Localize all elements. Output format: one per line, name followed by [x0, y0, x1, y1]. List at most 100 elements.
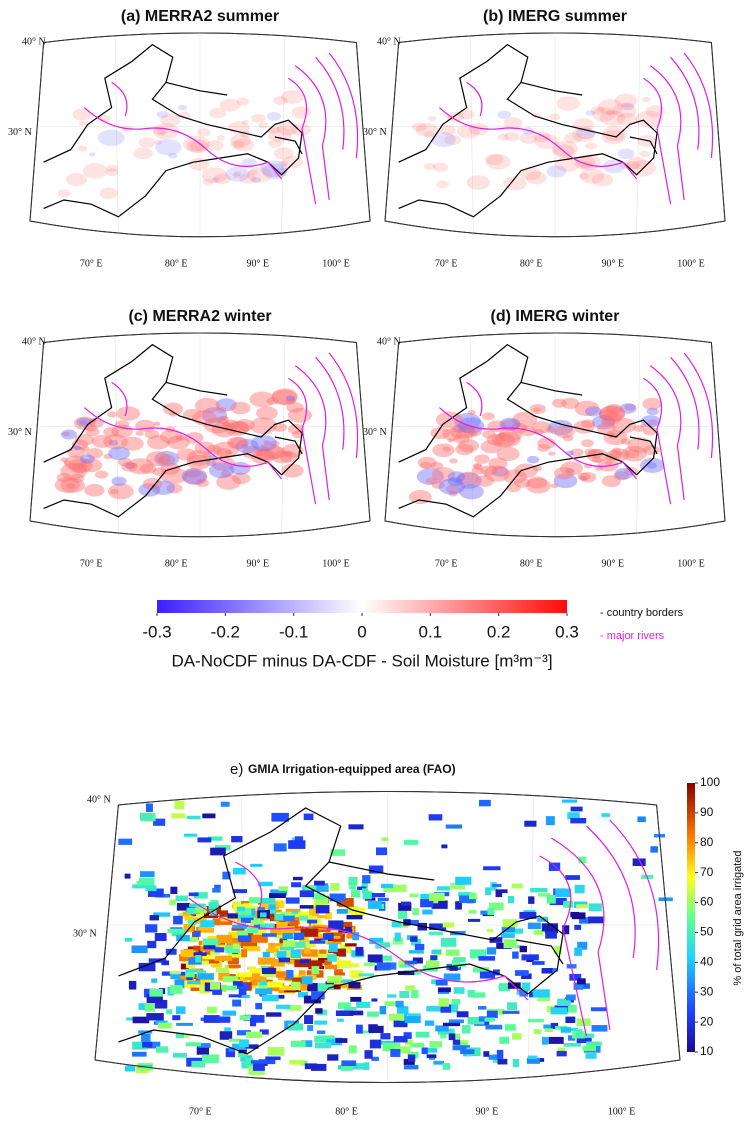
irrigation-pixel — [290, 1040, 306, 1047]
irrigation-pixel — [315, 1008, 323, 1014]
irrigation-pixel — [327, 976, 343, 981]
sm-difference — [260, 160, 288, 178]
irrigation-pixel — [398, 902, 412, 911]
irrigation-pixel — [442, 1022, 461, 1027]
irrigation-pixel — [299, 890, 314, 898]
sm-difference — [621, 445, 647, 462]
panel-title: (d) IMERG winter — [491, 308, 620, 325]
irrigation-pixel — [290, 949, 301, 959]
irrigation-pixel — [511, 1033, 522, 1040]
sm-difference — [447, 438, 455, 443]
sm-difference — [467, 427, 483, 437]
sm-difference — [639, 423, 647, 428]
irrigation-pixel — [319, 949, 327, 958]
sm-difference — [256, 406, 278, 420]
irrigation-pixel — [330, 883, 340, 891]
irrigation-pixel — [376, 962, 391, 971]
river — [84, 108, 281, 179]
sm-difference — [184, 432, 204, 444]
sm-difference — [60, 477, 86, 493]
sm-difference — [145, 451, 170, 467]
irrigation-pixel — [250, 1060, 264, 1064]
lat-label: 40° N — [377, 336, 401, 347]
irrigation-pixel — [231, 927, 245, 931]
sm-difference — [598, 409, 618, 421]
map-content — [392, 36, 718, 236]
sm-difference — [282, 450, 293, 457]
irrigation-pixel — [165, 948, 177, 955]
irrigation-pixel — [208, 909, 217, 916]
irrigation-pixel — [215, 967, 230, 973]
irrigation-pixel — [502, 1010, 520, 1014]
irrigation-pixel — [318, 953, 336, 959]
sm-difference — [70, 473, 85, 483]
irrigation-pixel — [586, 1041, 602, 1047]
irrigation-pixel — [325, 964, 338, 970]
irrigation-pixel — [546, 895, 556, 904]
sm-difference — [263, 440, 271, 445]
colorbar — [157, 600, 567, 613]
colorbar-tick-label: 80 — [700, 835, 714, 849]
irrigation-pixel — [214, 884, 221, 889]
lat-label: 40° N — [22, 336, 46, 347]
irrigation-pixel — [216, 1016, 231, 1023]
sm-difference — [121, 436, 144, 451]
irrigation-pixel — [239, 1015, 251, 1021]
sm-difference — [194, 397, 220, 414]
sm-difference — [449, 423, 475, 440]
irrigation-pixel — [431, 949, 442, 955]
sm-difference — [281, 90, 304, 104]
irrigation-pixel — [435, 1025, 449, 1032]
sm-difference — [233, 138, 255, 152]
irrigation-pixel — [340, 979, 354, 983]
lon-label: 80° E — [520, 558, 543, 569]
sm-difference — [453, 425, 466, 433]
irrigation-pixel — [590, 1007, 607, 1012]
irrigation-pixel — [495, 890, 503, 898]
irrigation-pixel — [224, 1027, 231, 1031]
irrigation-pixel — [352, 932, 360, 941]
sm-difference — [579, 168, 605, 184]
sm-difference — [88, 152, 96, 157]
irrigation-pixel — [249, 968, 267, 974]
irrigation-pixel — [216, 934, 232, 944]
irrigation-pixel — [512, 1058, 520, 1068]
irrigation-pixel — [239, 1039, 249, 1048]
sm-difference — [271, 388, 298, 405]
irrigation-pixel — [259, 980, 267, 986]
sm-difference — [183, 470, 208, 486]
sm-difference — [276, 122, 299, 136]
irrigation-pixel — [456, 1042, 468, 1046]
irrigation-pixel — [289, 1060, 304, 1065]
sm-difference — [287, 407, 313, 423]
irrigation-pixel — [305, 940, 316, 948]
sm-difference — [611, 417, 637, 434]
irrigation-pixel — [211, 944, 227, 949]
irrigation-pixel — [192, 917, 207, 924]
colorbar-tick-label: 0 — [357, 622, 366, 641]
irrigation-pixel — [225, 1048, 236, 1058]
irrigation-pixel — [521, 954, 539, 961]
irrigation-pixel — [299, 960, 310, 964]
sm-difference — [635, 110, 663, 128]
sm-difference — [552, 398, 567, 408]
sm-difference — [251, 176, 262, 184]
legend-item: - major rivers — [600, 630, 665, 642]
sm-difference — [181, 468, 208, 485]
irrigation-pixel — [405, 1039, 413, 1046]
irrigation-pixel — [361, 888, 369, 894]
sm-difference — [457, 109, 475, 120]
irrigation-pixel — [560, 1027, 572, 1033]
irrigation-pixel — [486, 1010, 498, 1019]
lon-label: 70° E — [80, 258, 103, 269]
irrigation-pixel — [193, 892, 208, 899]
sm-difference — [271, 389, 298, 406]
sm-difference — [249, 391, 275, 408]
sm-difference — [228, 121, 250, 135]
irrigation-pixel — [428, 931, 443, 936]
irrigation-pixel — [565, 1016, 576, 1024]
sm-difference — [272, 422, 287, 432]
sm-difference — [160, 467, 188, 485]
irrigation-pixel — [489, 937, 503, 943]
sm-difference — [135, 430, 144, 436]
